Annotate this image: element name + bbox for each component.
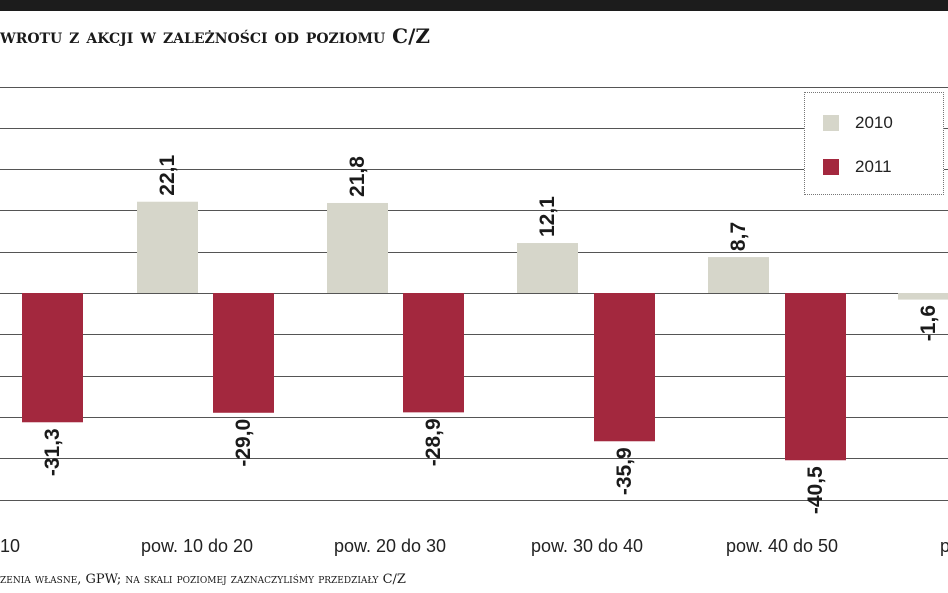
data-label-2010-2: 21,8: [346, 156, 369, 197]
data-label-2011-4: -40,5: [804, 466, 827, 514]
chart-title: wrotu z akcji w zależności od poziomu C/…: [0, 24, 430, 48]
source-note: zenia własne, GPW; na skali poziomej zaz…: [0, 572, 406, 587]
bar-2010-3: [517, 243, 578, 293]
category-label-1: pow. 10 do 20: [141, 536, 253, 556]
data-label-2010-4: 8,7: [727, 222, 750, 251]
bar-2011-0: [22, 293, 83, 423]
data-label-2011-3: -35,9: [613, 447, 636, 495]
data-label-2010-1: 22,1: [156, 155, 179, 196]
legend-label-2011: 2011: [855, 157, 892, 176]
bar-2011-3: [594, 293, 655, 442]
legend-item-2011: 2011: [823, 157, 892, 177]
bar-2010-1: [137, 201, 198, 293]
data-label-2010-5: -1,6: [917, 305, 940, 341]
bar-2011-1: [213, 293, 274, 413]
bar-2010-4: [708, 257, 769, 293]
bar-2010-5: [898, 293, 948, 300]
category-label-2: pow. 20 do 30: [334, 536, 446, 556]
data-label-2010-3: 12,1: [536, 196, 559, 237]
category-label-0: 10: [0, 536, 20, 556]
legend-swatch-2010: [823, 115, 839, 131]
legend-label-2010: 2010: [855, 113, 893, 132]
top-bar: [0, 0, 948, 11]
chart-legend: 2010 2011: [804, 92, 944, 195]
bar-2010-2: [327, 202, 388, 293]
data-label-2011-0: -31,3: [41, 428, 64, 476]
legend-item-2010: 2010: [823, 113, 893, 133]
legend-swatch-2011: [823, 159, 839, 175]
category-label-5: p: [940, 536, 948, 556]
data-label-2011-1: -29,0: [232, 419, 255, 467]
bar-2011-4: [785, 293, 846, 461]
category-label-4: pow. 40 do 50: [726, 536, 838, 556]
bar-2011-2: [403, 293, 464, 413]
category-label-3: pow. 30 do 40: [531, 536, 643, 556]
data-label-2011-2: -28,9: [422, 418, 445, 466]
